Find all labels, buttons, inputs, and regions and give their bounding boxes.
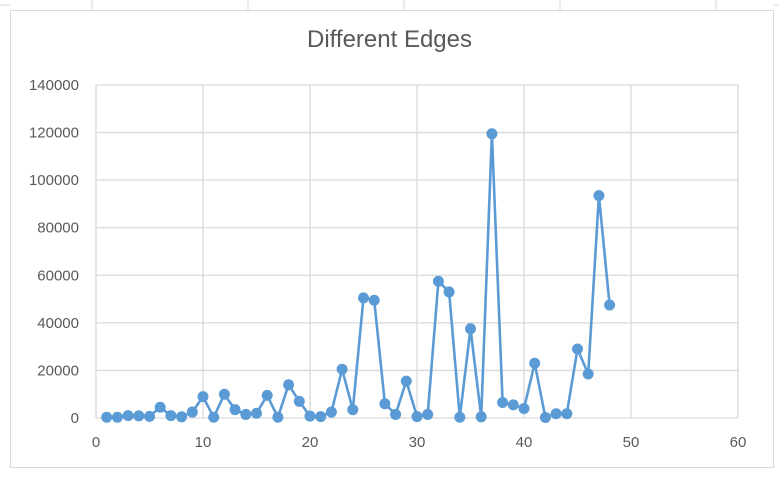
y-axis-labels: 0 20000 40000 60000 80000 100000 120000 140000 bbox=[29, 77, 79, 427]
data-point[interactable] bbox=[122, 410, 134, 422]
data-point[interactable] bbox=[475, 411, 487, 423]
data-point[interactable] bbox=[165, 410, 177, 422]
data-point[interactable] bbox=[101, 411, 113, 423]
data-point[interactable] bbox=[518, 402, 530, 414]
x-tick-label: 0 bbox=[92, 434, 100, 451]
data-point[interactable] bbox=[251, 407, 262, 419]
data-point[interactable] bbox=[593, 190, 605, 202]
data-point[interactable] bbox=[368, 294, 380, 306]
y-tick-label: 20000 bbox=[37, 362, 79, 379]
data-point[interactable] bbox=[379, 398, 391, 410]
y-tick-label: 100000 bbox=[29, 172, 79, 189]
data-point[interactable] bbox=[111, 411, 123, 423]
data-point[interactable] bbox=[144, 410, 155, 422]
data-point[interactable] bbox=[497, 397, 509, 409]
data-point[interactable] bbox=[465, 323, 476, 335]
x-tick-label: 30 bbox=[409, 434, 426, 451]
data-point[interactable] bbox=[154, 401, 166, 413]
data-point[interactable] bbox=[186, 406, 198, 418]
data-point[interactable] bbox=[561, 408, 573, 420]
data-point[interactable] bbox=[411, 411, 423, 423]
data-point[interactable] bbox=[358, 292, 369, 304]
gridlines bbox=[95, 84, 739, 419]
x-tick-label: 40 bbox=[516, 434, 533, 451]
y-tick-label: 120000 bbox=[29, 125, 79, 142]
data-point[interactable] bbox=[272, 411, 284, 423]
data-point[interactable] bbox=[229, 404, 241, 416]
data-point[interactable] bbox=[176, 411, 188, 423]
data-point[interactable] bbox=[539, 412, 551, 424]
data-point[interactable] bbox=[432, 275, 444, 287]
chart-title: Different Edges bbox=[307, 26, 472, 53]
data-point[interactable] bbox=[133, 410, 145, 422]
data-point[interactable] bbox=[400, 375, 412, 387]
data-point[interactable] bbox=[347, 404, 359, 416]
data-point[interactable] bbox=[507, 399, 519, 411]
x-tick-label: 10 bbox=[195, 434, 212, 451]
data-point[interactable] bbox=[240, 408, 252, 420]
x-axis-labels: 0 10 20 30 40 50 60 bbox=[92, 434, 747, 451]
chart-area[interactable] bbox=[10, 10, 774, 468]
y-tick-label: 60000 bbox=[37, 267, 79, 284]
y-tick-label: 40000 bbox=[37, 315, 79, 332]
x-tick-label: 60 bbox=[730, 434, 747, 451]
data-point[interactable] bbox=[325, 406, 337, 418]
data-point[interactable] bbox=[604, 299, 616, 311]
y-tick-label: 140000 bbox=[29, 77, 79, 94]
data-point[interactable] bbox=[529, 357, 541, 369]
data-point[interactable] bbox=[572, 343, 583, 355]
data-point[interactable] bbox=[293, 395, 305, 407]
data-point[interactable] bbox=[218, 388, 230, 400]
data-point[interactable] bbox=[283, 379, 295, 391]
x-tick-label: 20 bbox=[302, 434, 319, 451]
data-series bbox=[101, 128, 616, 424]
data-point[interactable] bbox=[582, 368, 594, 380]
data-point[interactable] bbox=[390, 408, 402, 420]
x-tick-label: 50 bbox=[623, 434, 640, 451]
y-tick-label: 0 bbox=[71, 410, 79, 427]
data-point[interactable] bbox=[550, 408, 562, 420]
data-point[interactable] bbox=[315, 411, 327, 423]
data-point[interactable] bbox=[422, 408, 434, 420]
data-point[interactable] bbox=[336, 363, 348, 375]
data-point[interactable] bbox=[208, 411, 220, 423]
data-point[interactable] bbox=[486, 128, 498, 140]
data-point[interactable] bbox=[304, 410, 316, 422]
data-point[interactable] bbox=[197, 391, 209, 403]
data-point[interactable] bbox=[443, 286, 455, 298]
data-point[interactable] bbox=[261, 389, 273, 401]
y-tick-label: 80000 bbox=[37, 220, 79, 237]
data-point[interactable] bbox=[454, 411, 466, 423]
